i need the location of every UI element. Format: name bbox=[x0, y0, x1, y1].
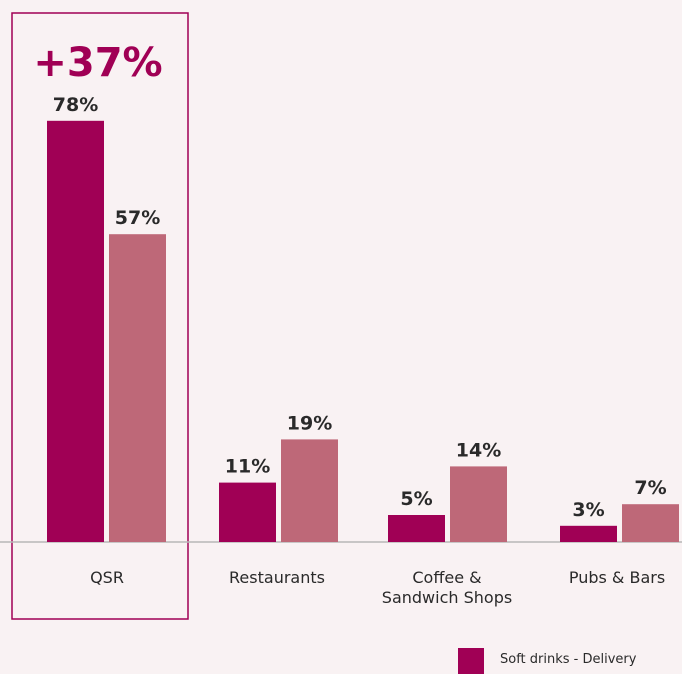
value-label-s1-2: 5% bbox=[400, 488, 432, 510]
bar-s1-2 bbox=[388, 515, 445, 542]
bar-s1-0 bbox=[47, 120, 104, 543]
value-label-s1-0: 78% bbox=[53, 94, 98, 116]
category-label-1: Restaurants bbox=[229, 568, 325, 587]
value-label-s2-1: 19% bbox=[287, 412, 332, 434]
bar-s1-3 bbox=[560, 525, 617, 542]
value-label-s1-1: 11% bbox=[225, 456, 270, 478]
highlight-frame bbox=[11, 12, 189, 620]
value-label-s2-3: 7% bbox=[634, 477, 666, 499]
value-label-s1-3: 3% bbox=[572, 499, 604, 521]
legend-label-delivery: Soft drinks - Delivery bbox=[500, 652, 637, 667]
value-label-s2-0: 57% bbox=[115, 207, 160, 229]
bar-s2-2 bbox=[450, 466, 507, 542]
bar-s2-1 bbox=[281, 439, 338, 542]
value-label-s2-2: 14% bbox=[456, 439, 501, 461]
bar-s1-1 bbox=[219, 482, 276, 542]
legend: Soft drinks - Delivery bbox=[458, 648, 636, 674]
bar-s2-3 bbox=[622, 504, 679, 542]
highlight-delta-label: +37% bbox=[33, 40, 162, 86]
category-label-2: Coffee & Sandwich Shops bbox=[382, 568, 512, 607]
bar-s2-0 bbox=[109, 234, 166, 542]
legend-swatch-delivery bbox=[458, 648, 484, 674]
category-label-3: Pubs & Bars bbox=[569, 568, 665, 587]
category-label-0: QSR bbox=[90, 568, 124, 587]
